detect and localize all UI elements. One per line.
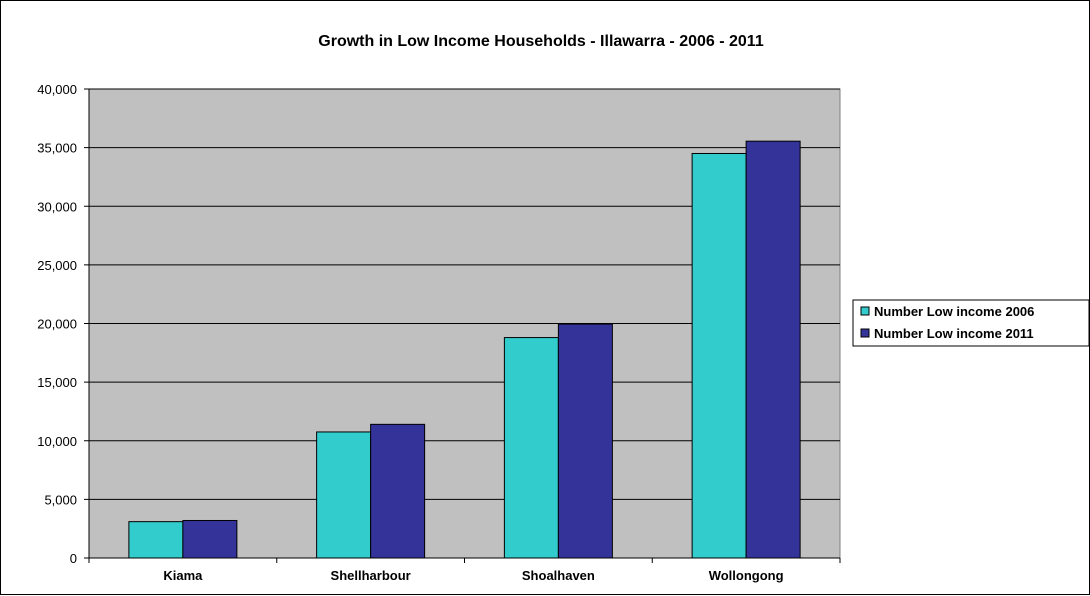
legend-swatch-2011 [860,328,870,338]
y-tick-label: 30,000 [37,199,77,214]
bar-shellharbour-2011 [370,423,426,559]
bar-shellharbour-2006 [316,431,372,559]
y-tick-label: 0 [70,551,77,566]
legend: Number Low income 2006 Number Low income… [852,299,1090,347]
legend-label-2006: Number Low income 2006 [874,304,1034,319]
y-tick-label: 5,000 [44,492,77,507]
chart-title: Growth in Low Income Households - Illawa… [318,33,764,50]
legend-label-2011: Number Low income 2011 [874,326,1034,341]
x-tick-label: Shellharbour [331,568,411,583]
x-tick-label: Wollongong [709,568,784,583]
y-tick-label: 25,000 [37,258,77,273]
bar-shoalhaven-2011 [557,323,613,559]
x-tick-label: Kiama [163,568,203,583]
y-tick-label: 40,000 [37,82,77,97]
legend-box [852,299,1090,347]
bar-wollongong-2011 [745,140,801,559]
y-tick-label: 15,000 [37,375,77,390]
y-tick-label: 10,000 [37,434,77,449]
bars [128,140,801,559]
bar-kiama-2011 [182,519,238,559]
bar-wollongong-2006 [691,152,747,559]
bar-kiama-2006 [128,521,184,559]
x-tick-label: Shoalhaven [522,568,595,583]
y-tick-label: 35,000 [37,141,77,156]
x-axis-ticks: Kiama Shellharbour Shoalhaven Wollongong [88,558,841,583]
y-tick-label: 20,000 [37,317,77,332]
y-axis-ticks: 0 5,000 10,000 15,000 20,000 25,000 30,000 35,0… [37,82,89,566]
bar-shoalhaven-2006 [503,337,559,559]
legend-swatch-2006 [860,306,870,316]
